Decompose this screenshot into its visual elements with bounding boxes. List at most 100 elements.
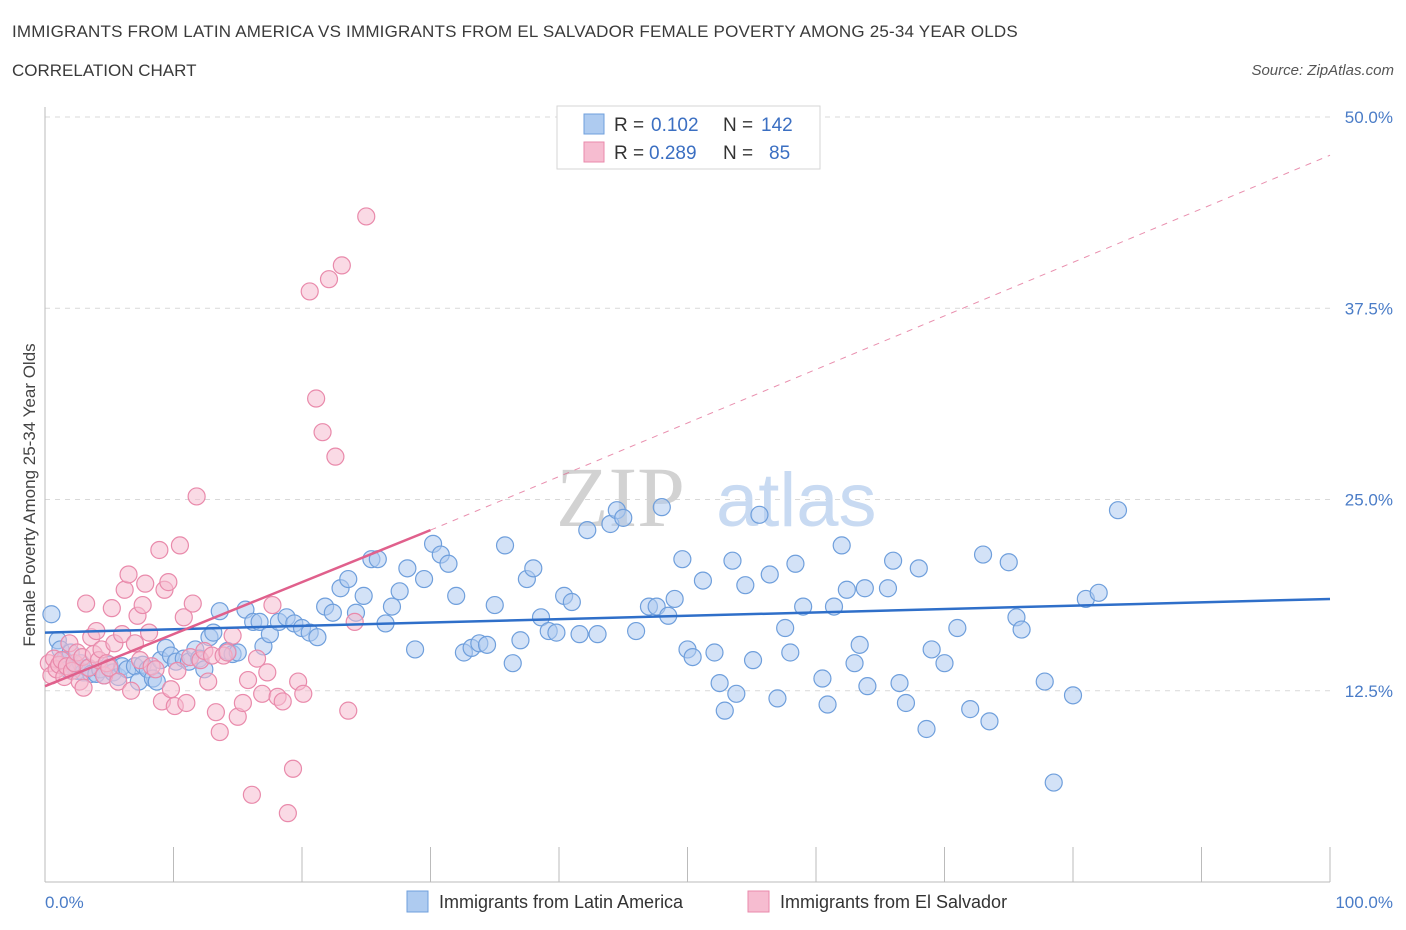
data-point-latin-america (439, 554, 458, 573)
trend-lines (44, 154, 1331, 688)
data-point-latin-america (42, 605, 61, 624)
data-point-el-salvador (199, 672, 218, 691)
watermark-atlas: atlas (716, 458, 877, 543)
data-point-latin-america (495, 536, 515, 555)
data-point-latin-america (794, 597, 813, 616)
legend-r-value: 0.102 (651, 115, 699, 136)
data-point-el-salvador (150, 540, 169, 560)
data-point-latin-america (768, 689, 787, 708)
data-point-el-salvador (278, 804, 297, 823)
data-point-latin-america (547, 623, 566, 642)
data-point-latin-america (665, 589, 684, 609)
data-point-latin-america (626, 621, 646, 641)
data-point-latin-america (999, 553, 1018, 572)
data-point-latin-america (818, 695, 837, 714)
watermark-zip: ZIP (556, 449, 685, 545)
data-point-el-salvador (74, 678, 93, 697)
data-point-latin-america (837, 580, 856, 599)
data-point-latin-america (855, 579, 874, 598)
chart-source: Source: ZipAtlas.com (1251, 62, 1394, 79)
axes (44, 107, 1331, 883)
x-tick-labels: 0.0% 100.0% (45, 893, 1393, 912)
data-point-latin-america (710, 673, 729, 693)
legend-swatch-pink (583, 141, 605, 163)
data-point-el-salvador (210, 722, 229, 742)
data-point-latin-america (961, 700, 980, 719)
data-point-latin-america (736, 576, 755, 595)
data-point-latin-america (786, 554, 805, 573)
x-tick-label: 0.0% (45, 893, 84, 912)
data-point-latin-america (743, 651, 763, 670)
legend-n-label: N = (723, 115, 753, 136)
data-point-latin-america (308, 628, 327, 647)
data-point-el-salvador (161, 680, 181, 699)
legend-label-latin-america: Immigrants from Latin America (439, 892, 684, 912)
data-point-latin-america (588, 625, 607, 644)
data-point-latin-america (750, 505, 769, 524)
data-point-latin-america (390, 582, 409, 601)
y-tick-label: 37.5% (1345, 299, 1393, 318)
data-point-latin-america (715, 701, 734, 720)
data-point-latin-america (531, 608, 551, 627)
data-point-el-salvador (300, 282, 319, 301)
y-tick-label: 50.0% (1345, 108, 1393, 127)
data-point-latin-america (204, 623, 223, 642)
data-point-el-salvador (109, 672, 128, 691)
data-point-el-salvador (263, 595, 282, 615)
data-point-latin-america (917, 719, 936, 739)
legend-r-value: 0.289 (649, 143, 697, 164)
data-point-latin-america (524, 559, 543, 578)
data-point-el-salvador (115, 580, 134, 599)
data-point-latin-america (896, 693, 916, 713)
data-point-el-salvador (307, 389, 326, 408)
data-point-latin-america (398, 559, 417, 578)
data-point-el-salvador (206, 703, 226, 722)
data-point-el-salvador (313, 423, 332, 442)
legend-r-label: R = (614, 143, 644, 164)
data-point-el-salvador (319, 270, 339, 289)
data-point-latin-america (578, 520, 597, 540)
data-point-el-salvador (177, 693, 196, 713)
series-el-salvador-points (39, 207, 376, 823)
data-point-latin-america (503, 654, 522, 673)
data-point-el-salvador (146, 660, 165, 679)
data-point-latin-america (948, 618, 967, 638)
x-tick-label: 100.0% (1335, 893, 1393, 912)
legend-n-label: N = (723, 143, 753, 164)
data-point-latin-america (973, 545, 993, 564)
data-point-el-salvador (187, 487, 206, 506)
data-point-el-salvador (357, 207, 376, 226)
data-point-el-salvador (233, 693, 252, 713)
data-point-latin-america (673, 550, 692, 569)
data-point-latin-america (781, 643, 800, 662)
y-tick-label: 25.0% (1345, 491, 1393, 510)
data-point-el-salvador (159, 573, 178, 592)
data-point-latin-america (980, 712, 999, 731)
data-point-el-salvador (183, 594, 202, 613)
data-point-latin-america (878, 579, 898, 598)
data-point-el-salvador (121, 681, 141, 700)
data-point-el-salvador (102, 599, 121, 618)
data-point-el-salvador (339, 701, 358, 720)
legend-n-value: 85 (769, 143, 790, 164)
chart-subtitle: CORRELATION CHART (12, 61, 197, 80)
data-point-latin-america (1035, 672, 1054, 691)
data-point-el-salvador (168, 661, 187, 680)
data-point-latin-america (850, 635, 869, 654)
data-point-latin-america (339, 569, 358, 589)
data-point-el-salvador (326, 447, 345, 466)
data-point-el-salvador (273, 692, 292, 711)
data-point-latin-america (832, 536, 851, 555)
legend-swatch-blue (406, 890, 429, 913)
data-point-latin-america (858, 677, 877, 696)
data-point-el-salvador (258, 663, 277, 682)
trend-line-latin-america (44, 597, 1331, 634)
data-point-latin-america (705, 643, 724, 662)
legend-n-value: 142 (761, 115, 793, 136)
data-point-latin-america (382, 597, 402, 616)
data-point-el-salvador (136, 574, 155, 593)
data-point-latin-america (485, 595, 504, 615)
legend-r-label: R = (614, 115, 644, 136)
data-point-el-salvador (294, 684, 313, 703)
